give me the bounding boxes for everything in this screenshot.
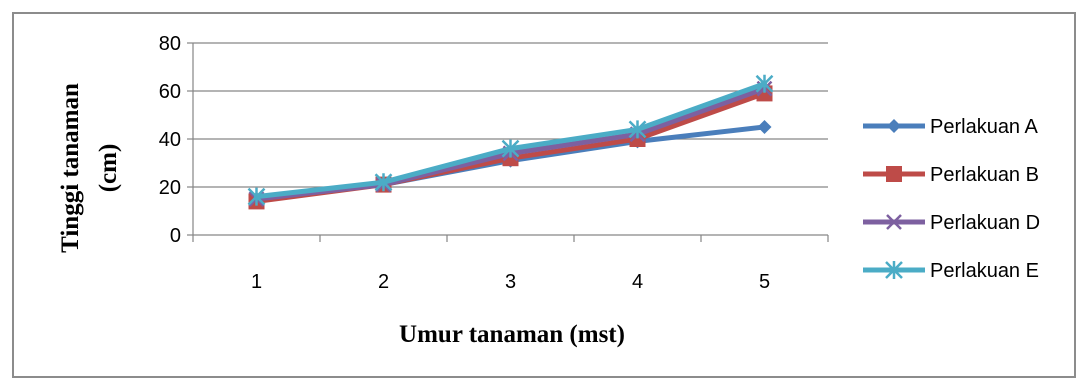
chart-frame bbox=[12, 12, 1076, 378]
y-tick-label: 40 bbox=[159, 129, 181, 151]
data-point-marker bbox=[628, 120, 647, 139]
data-point-marker bbox=[247, 187, 266, 206]
gridlines bbox=[193, 42, 828, 188]
legend-item: Perlakuan A bbox=[863, 116, 1039, 138]
legend-item: Perlakuan E bbox=[863, 260, 1039, 282]
x-tick-label: 4 bbox=[632, 271, 643, 293]
y-tick-label: 20 bbox=[159, 177, 181, 199]
legend-label: Perlakuan B bbox=[930, 164, 1039, 186]
axes: 0 20 40 60 80 1 2 3 4 5 bbox=[159, 33, 829, 293]
x-axis-title: Umur tanaman (mst) bbox=[399, 321, 625, 348]
legend-item: Perlakuan B bbox=[863, 164, 1039, 186]
y-tick-label: 0 bbox=[170, 225, 181, 247]
legend-swatch-marker bbox=[886, 214, 902, 230]
series bbox=[247, 74, 774, 210]
data-point-marker bbox=[374, 173, 393, 192]
y-tick-label: 80 bbox=[159, 33, 181, 55]
y-tick-label: 60 bbox=[159, 81, 181, 103]
x-tick-label: 1 bbox=[251, 271, 262, 293]
x-tick-label: 2 bbox=[378, 271, 389, 293]
legend-swatch-marker bbox=[885, 261, 903, 279]
legend-swatch-marker bbox=[886, 166, 902, 182]
y-axis-title: Tinggi tanaman (cm) bbox=[57, 83, 122, 253]
data-point-marker bbox=[755, 74, 774, 93]
x-tick-label: 5 bbox=[759, 271, 770, 293]
legend-label: Perlakuan D bbox=[930, 212, 1040, 234]
legend-label: Perlakuan E bbox=[930, 260, 1039, 282]
legend-item: Perlakuan D bbox=[863, 212, 1040, 234]
legend: Perlakuan A Perlakuan B Perlakuan D Perlaku… bbox=[863, 116, 1040, 282]
y-axis-title-line-2: (cm) bbox=[95, 144, 122, 193]
data-point-marker bbox=[757, 120, 772, 134]
x-tick-label: 3 bbox=[505, 271, 516, 293]
y-axis-title-line-1: Tinggi tanaman bbox=[57, 83, 84, 253]
legend-label: Perlakuan A bbox=[930, 116, 1039, 138]
series-4 bbox=[247, 74, 774, 206]
legend-swatch-marker bbox=[887, 119, 901, 133]
data-point-marker bbox=[501, 139, 520, 158]
